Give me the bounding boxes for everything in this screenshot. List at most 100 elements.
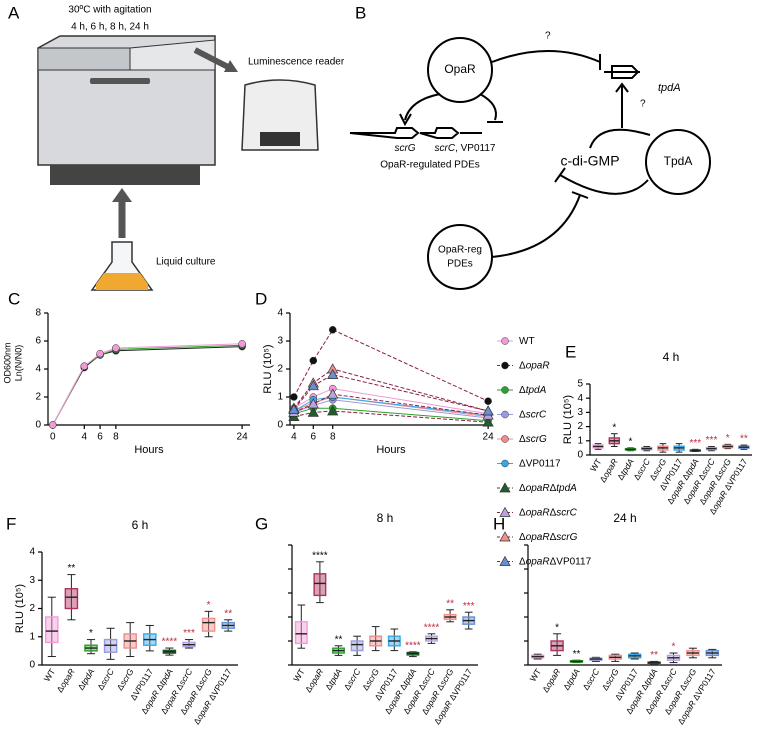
series-line	[293, 399, 489, 419]
gene-label: scrG	[394, 143, 415, 154]
legend-label: ΔopaRΔtpdA	[519, 483, 577, 494]
point	[288, 403, 300, 414]
significance: **	[335, 634, 343, 645]
point	[328, 326, 337, 334]
caption: 30ºC with agitation	[68, 5, 151, 16]
series-line	[293, 393, 489, 416]
y-axis-label: RLU (10⁵)	[14, 584, 26, 633]
reader-slot	[260, 132, 300, 146]
x-tick-label: 4	[291, 432, 297, 443]
significance: *	[89, 628, 93, 639]
x-tick-label: 24	[483, 432, 495, 443]
point	[80, 362, 89, 370]
caption: OpaR-regulated PDEs	[380, 160, 480, 171]
edge	[615, 82, 629, 128]
culture	[96, 273, 148, 290]
significance: ****	[424, 622, 440, 633]
series-line	[293, 329, 489, 402]
x-tick-label: ΔopaR	[303, 667, 325, 694]
series-line	[293, 374, 489, 412]
box	[294, 621, 308, 645]
significance: **	[446, 598, 454, 609]
panel-label: H	[493, 514, 505, 533]
edge	[491, 191, 589, 258]
point	[327, 388, 339, 399]
shaker-base	[50, 165, 200, 185]
edge	[399, 93, 441, 127]
edge	[589, 128, 651, 149]
edge	[479, 93, 503, 123]
y-tick-label: 2	[29, 603, 35, 614]
x-tick-label: ΔscrC	[342, 666, 363, 692]
legend-marker	[499, 482, 511, 493]
y-axis-label: RLU (10⁵)	[262, 344, 274, 393]
significance: *	[555, 622, 559, 633]
edge-label: ?	[640, 99, 646, 110]
box	[313, 573, 327, 597]
significance: ****	[405, 640, 421, 651]
node-label: PDEs	[447, 259, 473, 270]
panel-label: G	[255, 514, 268, 533]
x-tick-label: ΔscrC	[95, 666, 116, 692]
x-tick-label: 6	[311, 432, 317, 443]
panel-label: A	[8, 3, 20, 22]
x-tick-label: ΔopaR	[55, 667, 77, 694]
y-axis-label: Ln(N/N0)	[13, 345, 23, 382]
handle	[90, 78, 150, 84]
series-line	[293, 396, 489, 418]
panel-label: C	[8, 289, 20, 308]
legend-label: ΔscrC	[519, 409, 547, 420]
node	[645, 129, 711, 195]
x-axis-label: Hours	[134, 444, 164, 456]
x-axis-label: Hours	[376, 444, 406, 456]
y-tick-label: 5	[577, 379, 583, 390]
point	[112, 344, 120, 352]
y-tick-label: 2	[35, 392, 41, 403]
y-tick-label: 1	[577, 435, 583, 446]
x-tick-label: WT	[528, 667, 543, 684]
box	[201, 617, 216, 632]
x-tick-label: ΔtpdA	[76, 667, 97, 692]
significance: ****	[312, 550, 328, 561]
legend-marker	[501, 410, 509, 419]
node	[427, 37, 493, 103]
y-tick-label: 3	[29, 575, 35, 586]
x-tick-label: 4	[82, 432, 88, 443]
legend-label: ΔtpdA	[519, 385, 547, 396]
x-tick-label: 8	[330, 432, 336, 443]
shaker-lid	[37, 47, 131, 71]
series-line	[293, 396, 489, 416]
arrow	[193, 47, 232, 71]
significance: *	[612, 422, 616, 433]
panel-label: B	[355, 3, 366, 22]
arrow-head	[112, 188, 132, 202]
y-axis-label: OD600nm	[2, 342, 12, 383]
y-axis-label: RLU (10⁵)	[562, 395, 574, 444]
node-label: OpaR	[444, 62, 476, 76]
x-tick-label: 24	[237, 432, 249, 443]
box	[64, 588, 79, 610]
y-tick-label: 6	[35, 336, 41, 347]
chart-title: 6 h	[132, 518, 149, 532]
significance: ****	[162, 637, 178, 648]
legend-label: ΔopaRΔscrG	[519, 532, 578, 543]
significance: ***	[183, 628, 195, 639]
caption: 4 h, 6 h, 8 h, 24 h	[71, 22, 149, 33]
legend-label: ΔopaRΔVP0117	[519, 556, 592, 567]
series-line	[52, 343, 243, 426]
series-line	[293, 388, 489, 415]
y-tick-label: 4	[35, 364, 41, 375]
x-tick-label: 6	[97, 432, 103, 443]
point	[307, 406, 319, 417]
legend-marker	[499, 531, 511, 542]
point	[238, 340, 246, 348]
panel-b: B OpaR TpdA OpaR-reg PDEs c-di-GMP ? tpd…	[349, 3, 711, 290]
significance: *	[629, 437, 633, 448]
point	[482, 416, 494, 427]
chart-title: 4 h	[663, 350, 680, 364]
reader-label: Luminescence reader	[248, 57, 345, 68]
panel-a: A 30ºC with agitation 4 h, 6 h, 8 h, 24 …	[8, 3, 345, 291]
edge	[491, 50, 601, 70]
y-tick-label: 0	[35, 420, 41, 431]
